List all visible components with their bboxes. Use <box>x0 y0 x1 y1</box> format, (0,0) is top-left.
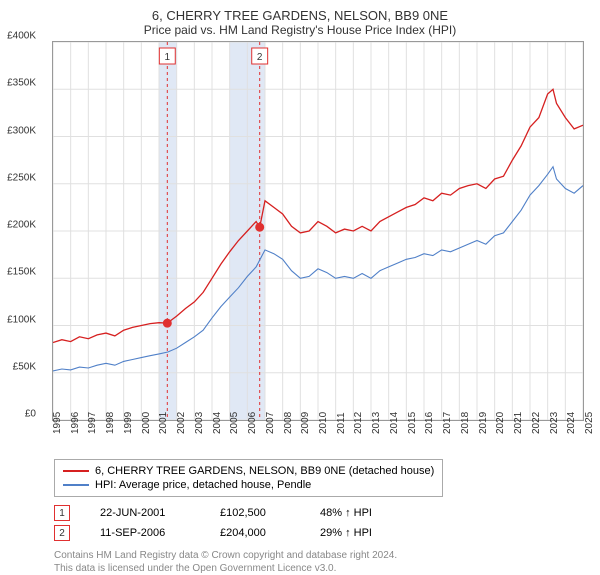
x-tick-label: 2023 <box>549 412 560 434</box>
x-tick-label: 1998 <box>105 412 116 434</box>
y-axis: £0£50K£100K£150K£200K£250K£300K£350K£400… <box>0 36 40 416</box>
transaction-row: 2 11-SEP-2006£204,00029% ↑ HPI <box>54 523 588 543</box>
x-tick-label: 1999 <box>123 412 134 434</box>
y-tick-label: £150K <box>7 267 36 278</box>
transaction-delta: 29% ↑ HPI <box>320 527 420 539</box>
x-tick-label: 2008 <box>283 412 294 434</box>
x-tick-label: 2003 <box>194 412 205 434</box>
legend-swatch <box>63 484 89 486</box>
transaction-table: 1 22-JUN-2001£102,50048% ↑ HPI 2 11-SEP-200… <box>54 503 588 543</box>
chart-subtitle: Price paid vs. HM Land Registry's House … <box>12 23 588 37</box>
transaction-price: £102,500 <box>220 507 320 519</box>
svg-text:1: 1 <box>165 52 171 63</box>
chart-title: 6, CHERRY TREE GARDENS, NELSON, BB9 0NE <box>12 8 588 23</box>
legend-label: HPI: Average price, detached house, Pend… <box>95 479 311 491</box>
legend-row: HPI: Average price, detached house, Pend… <box>63 478 434 492</box>
footer-line-1: Contains HM Land Registry data © Crown c… <box>54 549 588 562</box>
transaction-marker: 1 <box>54 505 70 521</box>
x-axis: 1995199619971998199920002001200220032004… <box>52 418 584 450</box>
x-tick-label: 2005 <box>229 412 240 434</box>
transaction-date: 11-SEP-2006 <box>100 527 220 539</box>
x-tick-label: 2009 <box>300 412 311 434</box>
x-tick-label: 2000 <box>141 412 152 434</box>
transaction-marker: 2 <box>54 525 70 541</box>
x-tick-label: 2013 <box>371 412 382 434</box>
legend-label: 6, CHERRY TREE GARDENS, NELSON, BB9 0NE … <box>95 465 434 477</box>
y-tick-label: £100K <box>7 314 36 325</box>
legend-row: 6, CHERRY TREE GARDENS, NELSON, BB9 0NE … <box>63 464 434 478</box>
footer-attribution: Contains HM Land Registry data © Crown c… <box>54 549 588 575</box>
legend: 6, CHERRY TREE GARDENS, NELSON, BB9 0NE … <box>54 459 443 497</box>
y-tick-label: £200K <box>7 220 36 231</box>
x-tick-label: 2010 <box>318 412 329 434</box>
x-tick-label: 2022 <box>531 412 542 434</box>
y-tick-label: £400K <box>7 31 36 42</box>
x-tick-label: 2019 <box>478 412 489 434</box>
x-tick-label: 2024 <box>566 412 577 434</box>
x-tick-label: 1997 <box>87 412 98 434</box>
footer-line-2: This data is licensed under the Open Gov… <box>54 562 588 575</box>
x-tick-label: 2011 <box>336 412 347 434</box>
x-tick-label: 2017 <box>442 412 453 434</box>
x-tick-label: 2018 <box>460 412 471 434</box>
x-tick-label: 2025 <box>584 412 595 434</box>
chart-svg: 12 <box>53 42 583 420</box>
x-tick-label: 2020 <box>495 412 506 434</box>
y-tick-label: £0 <box>25 409 36 420</box>
chart-plot-area: 12 <box>52 41 584 421</box>
x-tick-label: 2012 <box>353 412 364 434</box>
x-tick-label: 2016 <box>424 412 435 434</box>
y-tick-label: £50K <box>13 361 36 372</box>
x-tick-label: 2006 <box>247 412 258 434</box>
transaction-row: 1 22-JUN-2001£102,50048% ↑ HPI <box>54 503 588 523</box>
x-tick-label: 2007 <box>265 412 276 434</box>
y-tick-label: £350K <box>7 78 36 89</box>
y-tick-label: £300K <box>7 125 36 136</box>
x-tick-label: 1996 <box>70 412 81 434</box>
x-tick-label: 2004 <box>212 412 223 434</box>
x-tick-label: 2001 <box>158 412 169 434</box>
x-tick-label: 2021 <box>513 412 524 434</box>
svg-text:2: 2 <box>257 52 263 63</box>
transaction-delta: 48% ↑ HPI <box>320 507 420 519</box>
transaction-date: 22-JUN-2001 <box>100 507 220 519</box>
legend-swatch <box>63 470 89 472</box>
transaction-price: £204,000 <box>220 527 320 539</box>
x-tick-label: 1995 <box>52 412 63 434</box>
x-tick-label: 2014 <box>389 412 400 434</box>
x-tick-label: 2015 <box>407 412 418 434</box>
y-tick-label: £250K <box>7 172 36 183</box>
x-tick-label: 2002 <box>176 412 187 434</box>
